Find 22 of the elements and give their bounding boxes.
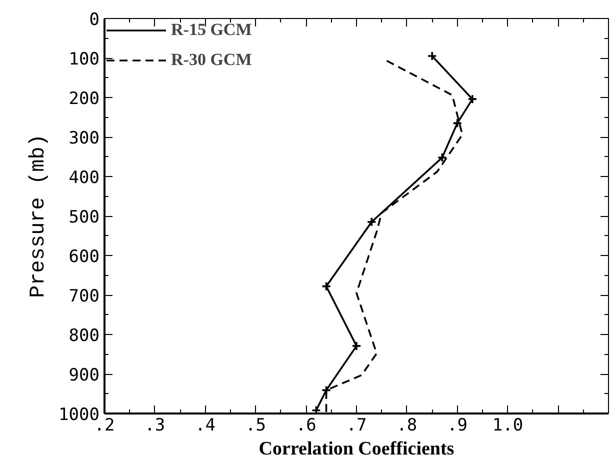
legend-label: R-15 GCM (171, 20, 252, 40)
x-tick-label: .3 (144, 416, 166, 436)
y-tick-label: 600 (68, 247, 100, 267)
y-tick-label: 500 (68, 208, 100, 228)
x-tick-label: .7 (346, 416, 367, 436)
x-tick-label: .8 (396, 416, 418, 436)
x-tick-label: 1.0 (492, 416, 524, 436)
x-tick-label: .5 (245, 416, 266, 436)
y-tick-label: 400 (68, 168, 100, 188)
x-tick-label: .4 (195, 416, 216, 436)
x-tick-label: .6 (296, 416, 316, 436)
y-tick-label: 900 (68, 366, 100, 386)
y-tick-label: 300 (68, 128, 100, 148)
y-tick-label: 700 (68, 286, 100, 306)
legend-label: R-30 GCM (171, 50, 252, 70)
x-tick-label: .9 (447, 416, 468, 436)
y-tick-label: 100 (68, 50, 100, 70)
y-tick-label: 200 (68, 89, 100, 109)
y-tick-label: 800 (68, 326, 100, 346)
x-axis-title: Correlation Coefficients (258, 438, 454, 460)
y-tick-label: 0 (89, 10, 100, 30)
y-axis-title: Pressure (mb) (28, 134, 51, 298)
